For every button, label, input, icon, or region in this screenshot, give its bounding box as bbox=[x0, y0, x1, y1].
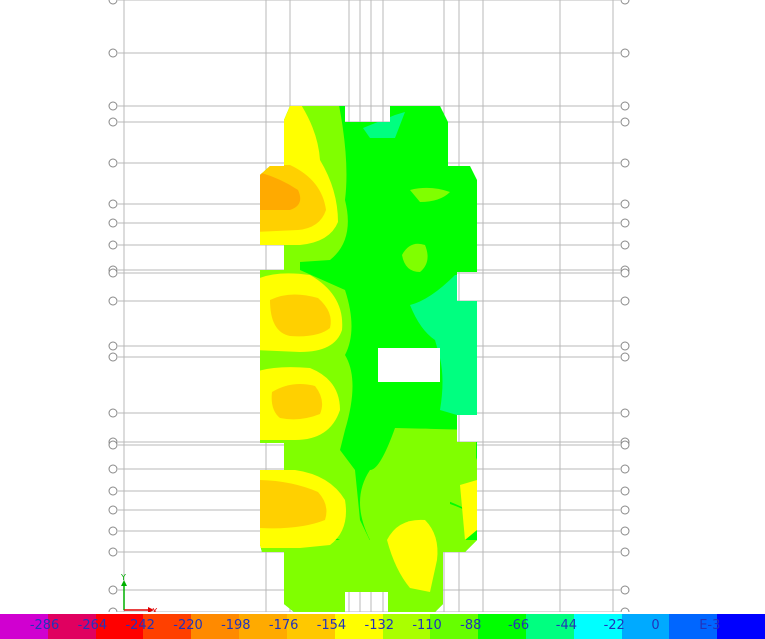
legend-swatch: 0 bbox=[651, 614, 718, 639]
grid-bubble bbox=[620, 486, 630, 496]
grid-bubble bbox=[620, 240, 630, 250]
grid-bubble bbox=[108, 240, 118, 250]
legend-tick-label: -264 bbox=[77, 618, 108, 633]
grid-bubble bbox=[108, 158, 118, 168]
legend-tick-label: -22 bbox=[603, 618, 625, 633]
legend-swatch: -242 bbox=[125, 614, 192, 639]
legend-tick-label: -88 bbox=[460, 618, 482, 633]
legend-swatch: -220 bbox=[173, 614, 240, 639]
legend-swatch: -132 bbox=[365, 614, 431, 639]
grid-bubble bbox=[108, 464, 118, 474]
grid-bubble bbox=[108, 0, 118, 5]
grid-bubble bbox=[620, 199, 630, 209]
legend-swatch: E-3 bbox=[699, 614, 765, 639]
grid-bubble bbox=[620, 464, 630, 474]
grid-bubble bbox=[620, 0, 630, 5]
contour-color-legend: -286 -264 -242 -220 -198 -176 -154 -132 -110 -88-… bbox=[0, 614, 765, 639]
grid-bubble bbox=[620, 117, 630, 127]
legend-tick-label: -154 bbox=[316, 618, 347, 633]
grid-bubble bbox=[108, 607, 118, 612]
legend-tick-label: -132 bbox=[364, 618, 395, 633]
grid-bubble bbox=[108, 48, 118, 58]
grid-bubble bbox=[108, 117, 118, 127]
grid-bubble bbox=[620, 547, 630, 557]
y-axis-label: Y bbox=[120, 573, 126, 582]
legend-tick-label: 0 bbox=[651, 618, 660, 633]
legend-swatch: -44 bbox=[556, 614, 622, 639]
grid-bubble bbox=[620, 341, 630, 351]
grid-bubbles bbox=[108, 0, 630, 612]
grid-bubble bbox=[620, 48, 630, 58]
legend-tick-label: -110 bbox=[412, 618, 442, 633]
grid-bubble bbox=[620, 526, 630, 536]
slab-contour-plot bbox=[260, 106, 477, 612]
grid-bubble bbox=[108, 268, 118, 278]
grid-bubble bbox=[108, 505, 118, 515]
grid-bubble bbox=[108, 547, 118, 557]
legend-tick-label: -176 bbox=[268, 618, 299, 633]
grid-bubble bbox=[620, 268, 630, 278]
coordinate-axes: Y X bbox=[120, 573, 158, 612]
contour-viewport[interactable]: Y X bbox=[0, 0, 765, 612]
legend-tick-label: -66 bbox=[507, 618, 530, 633]
grid-bubble bbox=[108, 199, 118, 209]
legend-tick-label: -220 bbox=[173, 618, 203, 633]
legend-tick-label: -44 bbox=[555, 618, 577, 633]
grid-bubble bbox=[620, 607, 630, 612]
grid-bubble bbox=[620, 408, 630, 418]
grid-bubble bbox=[620, 585, 630, 595]
legend-tick-label: E-3 bbox=[699, 618, 721, 633]
legend-swatch: -286 bbox=[30, 614, 96, 639]
legend-swatch: -88 bbox=[460, 614, 526, 639]
grid-bubble bbox=[108, 296, 118, 306]
grid-bubble bbox=[620, 296, 630, 306]
legend-tick-label: -198 bbox=[221, 618, 251, 633]
legend-swatch: -176 bbox=[269, 614, 335, 639]
legend-tick-label: -286 bbox=[29, 618, 60, 633]
grid-bubble bbox=[620, 352, 630, 362]
legend-tick-label: -242 bbox=[125, 618, 155, 633]
grid-bubble bbox=[620, 440, 630, 450]
grid-bubble bbox=[108, 408, 118, 418]
legend-swatch: -22 bbox=[604, 614, 670, 639]
legend-swatch: -66 bbox=[508, 614, 574, 639]
grid-bubble bbox=[108, 352, 118, 362]
grid-bubble bbox=[620, 158, 630, 168]
x-axis-label: X bbox=[152, 607, 158, 612]
legend-swatch: -154 bbox=[317, 614, 383, 639]
grid-bubble bbox=[620, 505, 630, 515]
legend-swatch: -264 bbox=[78, 614, 144, 639]
grid-bubble bbox=[108, 218, 118, 228]
grid-bubble bbox=[108, 486, 118, 496]
grid-bubble bbox=[108, 101, 118, 111]
grid-bubble bbox=[620, 218, 630, 228]
grid-bubble bbox=[108, 585, 118, 595]
legend-swatch bbox=[0, 614, 48, 639]
legend-swatch: -198 bbox=[221, 614, 287, 639]
grid-bubble bbox=[108, 526, 118, 536]
grid-bubble bbox=[108, 440, 118, 450]
legend-swatch: -110 bbox=[412, 614, 479, 639]
grid-bubble bbox=[620, 101, 630, 111]
grid-bubble bbox=[108, 341, 118, 351]
